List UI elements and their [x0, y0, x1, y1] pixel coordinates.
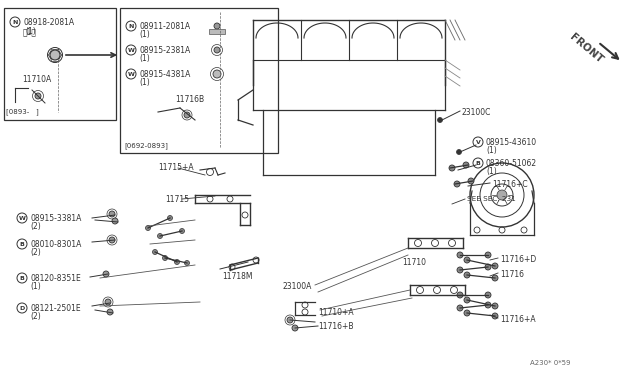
Text: (1): (1) [139, 54, 150, 63]
Text: (1): (1) [139, 30, 150, 39]
Text: 11718M: 11718M [222, 272, 253, 281]
Text: 08915-2381A: 08915-2381A [139, 46, 190, 55]
Text: N: N [12, 19, 18, 25]
Circle shape [107, 309, 113, 315]
Circle shape [163, 256, 168, 260]
Circle shape [454, 181, 460, 187]
Circle shape [456, 150, 461, 154]
Circle shape [457, 292, 463, 298]
Text: 11715: 11715 [165, 195, 189, 204]
Text: (1): (1) [486, 167, 497, 176]
Circle shape [109, 211, 115, 217]
Circle shape [50, 50, 60, 60]
Text: 23100A: 23100A [283, 282, 312, 291]
Text: W: W [19, 215, 26, 221]
Text: 23100C: 23100C [462, 108, 492, 117]
Text: 08010-8301A: 08010-8301A [30, 240, 81, 249]
Text: 08911-2081A: 08911-2081A [139, 22, 190, 31]
Text: B: B [476, 160, 481, 166]
Circle shape [463, 162, 469, 168]
Circle shape [184, 112, 190, 118]
Text: (2): (2) [30, 248, 41, 257]
Text: FRONT: FRONT [568, 32, 605, 65]
Circle shape [152, 250, 157, 254]
Circle shape [468, 178, 474, 184]
Circle shape [492, 313, 498, 319]
Circle shape [497, 190, 507, 200]
Circle shape [168, 215, 173, 221]
Circle shape [292, 325, 298, 331]
Text: W: W [127, 71, 134, 77]
Text: (1): (1) [30, 282, 41, 291]
Text: 11710+A: 11710+A [318, 308, 354, 317]
Circle shape [184, 260, 189, 266]
Circle shape [492, 303, 498, 309]
Circle shape [485, 252, 491, 258]
Circle shape [103, 271, 109, 277]
Text: (1): (1) [486, 146, 497, 155]
Text: B: B [20, 276, 24, 280]
Text: (2): (2) [30, 222, 41, 231]
Circle shape [214, 23, 220, 29]
Text: 11716B: 11716B [175, 95, 204, 104]
Text: W: W [127, 48, 134, 52]
Circle shape [287, 317, 293, 323]
Circle shape [112, 218, 118, 224]
Circle shape [438, 118, 442, 122]
Text: 08915-43610: 08915-43610 [486, 138, 537, 147]
Circle shape [457, 267, 463, 273]
Text: SEE SEC. 231: SEE SEC. 231 [467, 196, 516, 202]
Text: [0893-   ]: [0893- ] [6, 108, 39, 115]
Text: 11710: 11710 [402, 258, 426, 267]
Circle shape [485, 292, 491, 298]
Circle shape [464, 297, 470, 303]
Circle shape [179, 228, 184, 234]
Text: V: V [476, 140, 481, 144]
Text: 08120-8351E: 08120-8351E [30, 274, 81, 283]
Circle shape [464, 257, 470, 263]
Text: A230* 0*59: A230* 0*59 [530, 360, 570, 366]
Text: 08918-2081A: 08918-2081A [23, 18, 74, 27]
Text: 11710A: 11710A [22, 75, 51, 84]
Circle shape [214, 47, 220, 53]
Circle shape [485, 264, 491, 270]
Circle shape [109, 237, 115, 243]
Circle shape [457, 252, 463, 258]
Circle shape [145, 225, 150, 231]
Bar [4, 8, 116, 120]
Bar [209, 29, 225, 34]
Circle shape [213, 70, 221, 78]
Text: 11716+B: 11716+B [318, 322, 353, 331]
Circle shape [175, 260, 179, 264]
Text: (2): (2) [30, 312, 41, 321]
Text: 11715+A: 11715+A [158, 163, 194, 172]
Text: 1、: 1、 [23, 27, 37, 36]
Text: 08915-3381A: 08915-3381A [30, 214, 81, 223]
Text: [0692-0893]: [0692-0893] [124, 142, 168, 149]
Circle shape [449, 165, 455, 171]
Text: 11716+A: 11716+A [500, 315, 536, 324]
Circle shape [492, 263, 498, 269]
Circle shape [457, 305, 463, 311]
Circle shape [35, 93, 41, 99]
Circle shape [105, 299, 111, 305]
Circle shape [492, 275, 498, 281]
Text: D: D [19, 305, 24, 311]
Circle shape [157, 234, 163, 238]
Text: (1): (1) [25, 27, 36, 36]
Text: (1): (1) [139, 78, 150, 87]
Text: 08915-4381A: 08915-4381A [139, 70, 190, 79]
Text: N: N [128, 23, 134, 29]
Text: 11716+C: 11716+C [492, 180, 527, 189]
Circle shape [464, 272, 470, 278]
Text: 11716+D: 11716+D [500, 255, 536, 264]
Text: 11716: 11716 [500, 270, 524, 279]
Text: B: B [20, 241, 24, 247]
Text: 08360-51062: 08360-51062 [486, 159, 537, 168]
Circle shape [464, 310, 470, 316]
Text: 08121-2501E: 08121-2501E [30, 304, 81, 313]
Circle shape [485, 302, 491, 308]
Bar [120, 8, 278, 153]
